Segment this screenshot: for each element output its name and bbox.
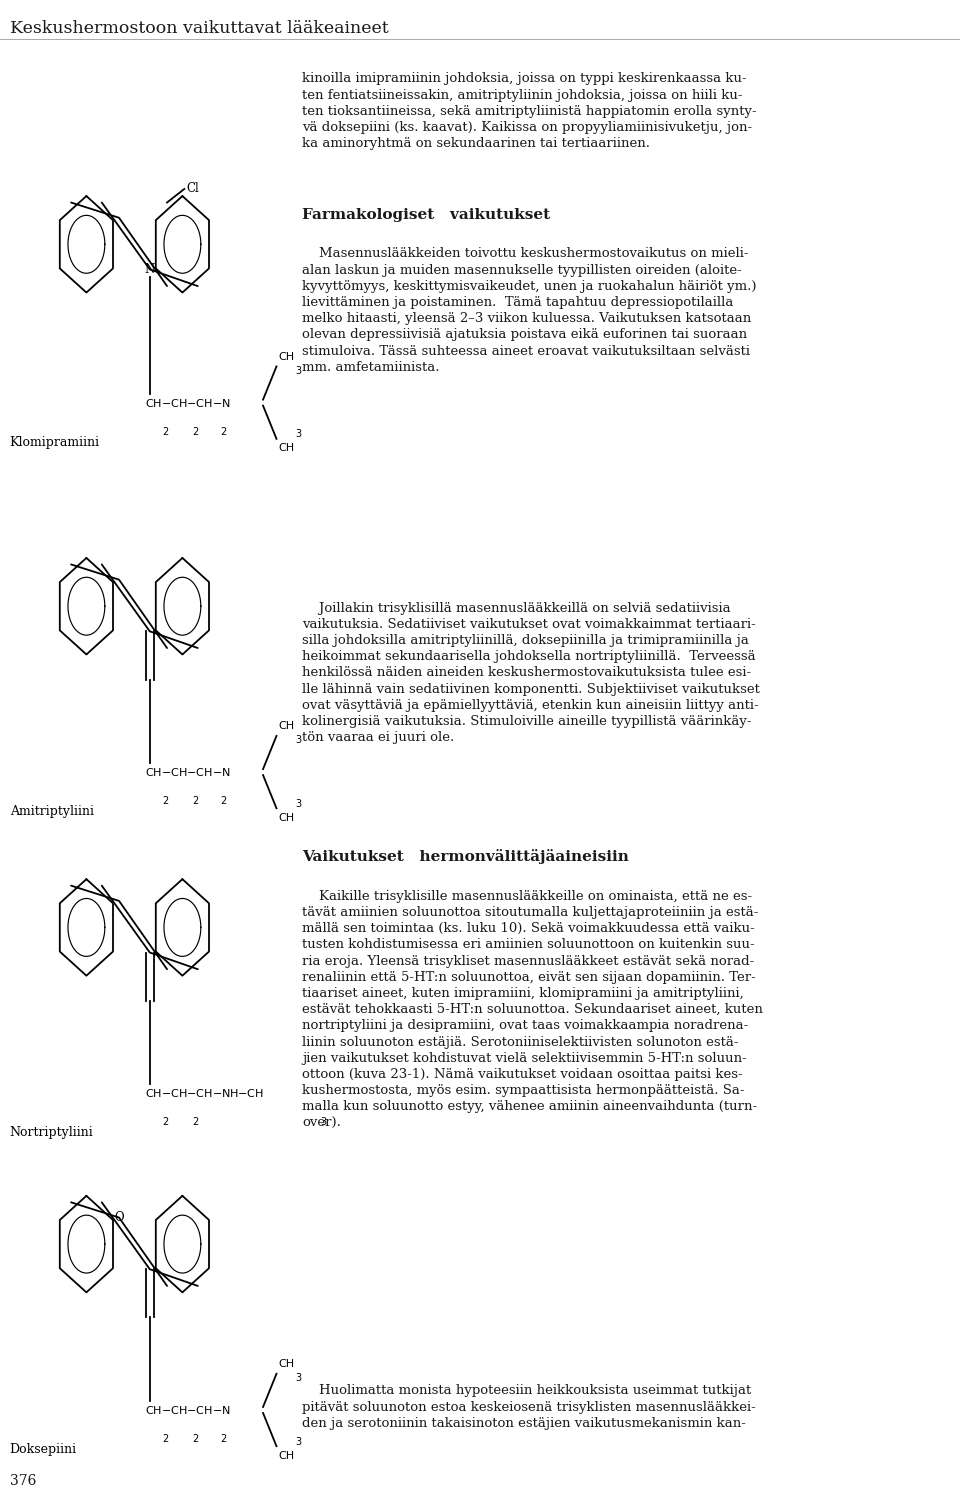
Text: Joillakin trisyklisillä masennuslääkkeillä on selviä sedatiivisia
vaikutuksia. S: Joillakin trisyklisillä masennuslääkkeil…	[302, 602, 760, 745]
Text: CH: CH	[278, 813, 295, 823]
Text: Doksepiini: Doksepiini	[10, 1443, 77, 1457]
Text: CH: CH	[278, 1359, 295, 1369]
Text: O: O	[114, 1211, 124, 1224]
Text: Klomipramiini: Klomipramiini	[10, 436, 100, 449]
Text: 2: 2	[221, 1434, 227, 1445]
Text: 3: 3	[296, 430, 301, 439]
Text: CH: CH	[278, 1451, 295, 1461]
Text: Vaikutukset   hermonvälittäjäaineisiin: Vaikutukset hermonvälittäjäaineisiin	[302, 849, 629, 864]
Text: $\mathsf{CH{-}CH{-}CH{-}NH{-}CH}$: $\mathsf{CH{-}CH{-}CH{-}NH{-}CH}$	[145, 1087, 264, 1099]
Text: 2: 2	[162, 1434, 168, 1445]
Text: 3: 3	[296, 366, 301, 375]
Text: 3: 3	[296, 799, 301, 808]
Text: 2: 2	[162, 427, 168, 437]
Text: 2: 2	[192, 1117, 198, 1128]
Text: Keskushermostoon vaikuttavat lääkeaineet: Keskushermostoon vaikuttavat lääkeaineet	[10, 20, 388, 36]
Text: 3: 3	[296, 1374, 301, 1383]
Text: 2: 2	[162, 796, 168, 807]
Text: Masennuslääkkeiden toivottu keskushermostovaikutus on mieli-
alan laskun ja muid: Masennuslääkkeiden toivottu keskushermos…	[302, 247, 756, 374]
Text: Cl: Cl	[186, 182, 199, 196]
Text: 2: 2	[162, 1117, 168, 1128]
Text: kinoilla imipramiinin johdoksia, joissa on typpi keskirenkaassa ku-
ten fentiats: kinoilla imipramiinin johdoksia, joissa …	[302, 72, 757, 151]
Text: Amitriptyliini: Amitriptyliini	[10, 805, 93, 819]
Text: Nortriptyliini: Nortriptyliini	[10, 1126, 93, 1140]
Text: Kaikille trisyklisille masennuslääkkeille on ominaista, että ne es-
tävät amiini: Kaikille trisyklisille masennuslääkkeill…	[302, 890, 763, 1129]
Text: Farmakologiset   vaikutukset: Farmakologiset vaikutukset	[302, 208, 550, 222]
Text: $\mathsf{CH{-}CH{-}CH{-}N}$: $\mathsf{CH{-}CH{-}CH{-}N}$	[145, 1404, 230, 1416]
Text: 2: 2	[221, 427, 227, 437]
Text: $\mathsf{CH{-}CH{-}CH{-}N}$: $\mathsf{CH{-}CH{-}CH{-}N}$	[145, 766, 230, 778]
Text: CH: CH	[278, 351, 295, 362]
Text: $\mathsf{CH{-}CH{-}CH{-}N}$: $\mathsf{CH{-}CH{-}CH{-}N}$	[145, 397, 230, 409]
Text: 2: 2	[192, 796, 198, 807]
Text: 3: 3	[296, 736, 301, 745]
Text: 3: 3	[296, 1437, 301, 1446]
Text: 2: 2	[192, 1434, 198, 1445]
Text: 2: 2	[192, 427, 198, 437]
Text: CH: CH	[278, 443, 295, 454]
Text: Huolimatta monista hypoteesiin heikkouksista useimmat tutkijat
pitävät soluunoto: Huolimatta monista hypoteesiin heikkouks…	[302, 1384, 756, 1430]
Text: N: N	[145, 262, 155, 276]
Text: 3: 3	[321, 1117, 326, 1128]
Text: 376: 376	[10, 1475, 36, 1488]
Text: 2: 2	[221, 796, 227, 807]
Text: CH: CH	[278, 721, 295, 731]
